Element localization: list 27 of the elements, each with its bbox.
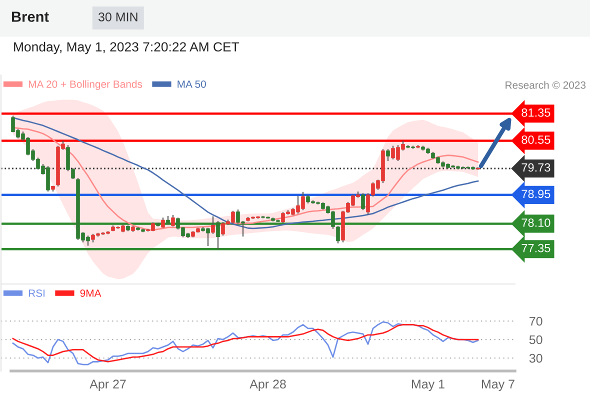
legend-label: RSI <box>28 289 44 297</box>
text: MA 50 <box>178 80 206 88</box>
candlestick <box>361 192 365 211</box>
candlestick <box>161 217 165 228</box>
x-tick-label: Apr 28 <box>250 380 286 391</box>
y-tick-label: 50 <box>529 335 542 344</box>
candlestick <box>211 216 215 234</box>
candlestick <box>171 214 175 227</box>
x-tick-label: Apr 27 <box>90 380 126 391</box>
text: Research © 2023 <box>506 81 586 89</box>
x-tick-label: May 1 <box>412 380 444 391</box>
ref-line-label: 81.35 <box>522 108 550 117</box>
text: Monday, May 1, 2023 7:20:22 AM CET <box>14 42 240 54</box>
legend-label: 9MA <box>80 289 102 297</box>
x-tick-label: May 7 <box>482 380 514 391</box>
candlestick <box>386 148 390 162</box>
ref-line-label: 78.10 <box>522 218 550 227</box>
chart-title: Brent <box>12 12 49 22</box>
ref-line-label: 80.55 <box>522 136 550 144</box>
ref-line-label: 78.95 <box>522 190 550 198</box>
text: MA 20 + Bollinger Bands <box>28 80 142 90</box>
ref-line-label: 79.73 <box>522 163 550 172</box>
chart-subtitle: 30 MIN <box>98 12 138 22</box>
y-tick-label: 70 <box>530 316 542 326</box>
y-tick-label: 30 <box>529 354 542 363</box>
candlestick <box>216 220 220 250</box>
ref-line-label: 77.35 <box>522 244 550 252</box>
